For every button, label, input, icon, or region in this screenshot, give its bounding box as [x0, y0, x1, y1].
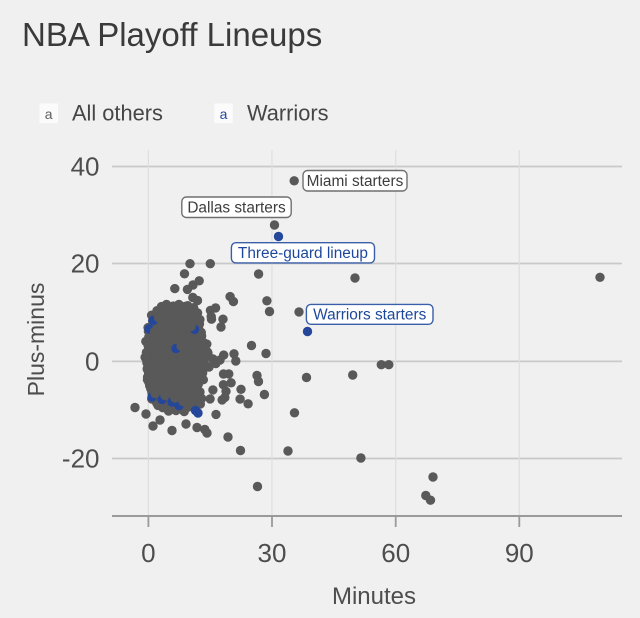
svg-text:a: a: [45, 106, 53, 122]
svg-text:Dallas starters: Dallas starters: [187, 199, 286, 216]
svg-text:Miami starters: Miami starters: [307, 173, 404, 190]
svg-text:Three-guard lineup: Three-guard lineup: [238, 245, 368, 262]
svg-text:0: 0: [141, 538, 155, 568]
svg-text:All others: All others: [72, 101, 163, 126]
svg-text:60: 60: [381, 538, 410, 568]
svg-text:30: 30: [258, 538, 287, 568]
svg-text:NBA Playoff Lineups: NBA Playoff Lineups: [22, 16, 322, 53]
svg-text:Warriors starters: Warriors starters: [313, 306, 426, 323]
svg-text:Warriors: Warriors: [247, 101, 329, 126]
svg-text:-20: -20: [62, 444, 100, 474]
svg-text:Minutes: Minutes: [332, 583, 416, 610]
svg-text:Plus-minus: Plus-minus: [23, 283, 49, 397]
svg-text:a: a: [220, 106, 228, 122]
svg-text:40: 40: [71, 152, 100, 182]
svg-text:0: 0: [85, 346, 99, 376]
svg-text:20: 20: [71, 249, 100, 279]
svg-text:90: 90: [505, 538, 534, 568]
